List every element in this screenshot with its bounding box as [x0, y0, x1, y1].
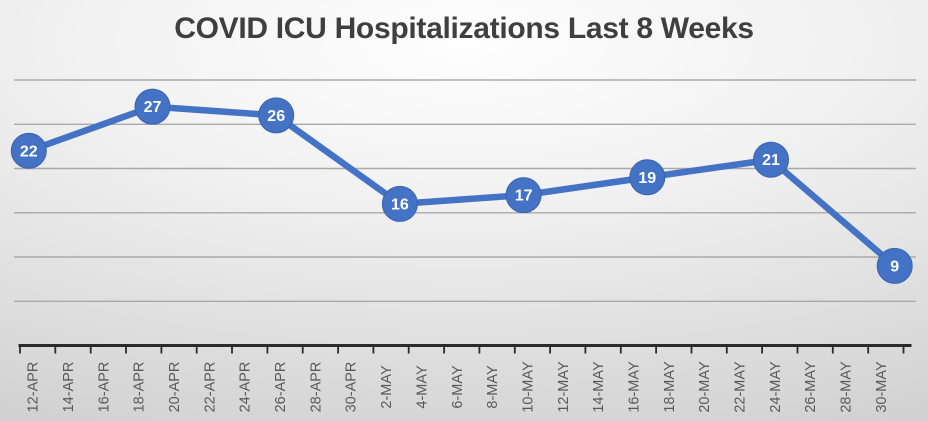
x-axis-tick-label: 4-MAY [414, 365, 430, 409]
x-axis-ticks [19, 346, 905, 354]
data-point-marker[interactable] [258, 97, 295, 134]
data-point-marker[interactable] [753, 141, 789, 178]
chart-title: COVID ICU Hospitalizations Last 8 Weeks [174, 12, 754, 45]
x-axis-tick-label: 14-APR [61, 362, 77, 413]
data-point-label: 22 [20, 143, 38, 160]
x-axis-tick-label: 30-APR [344, 362, 360, 413]
x-axis-tick-label: 8-MAY [485, 365, 501, 409]
x-axis-tick-label: 22-APR [202, 362, 218, 413]
x-axis-tick-label: 26-MAY [803, 361, 819, 413]
data-point-marker[interactable] [10, 132, 47, 169]
x-axis-tick-label: 20-APR [167, 362, 183, 413]
data-point-marker[interactable] [134, 88, 171, 125]
data-point-marker[interactable] [629, 159, 666, 196]
x-axis-tick-label: 24-MAY [768, 361, 784, 413]
data-point-label: 16 [391, 196, 409, 213]
data-point-marker[interactable] [505, 177, 542, 214]
x-axis-labels: 12-APR 14-APR 16-APR 18-APR 20-APR 22-APR 24-A… [26, 361, 890, 413]
x-axis-tick-label: 12-APR [26, 362, 42, 413]
data-point-label: 26 [267, 108, 285, 125]
data-point-marker[interactable] [381, 185, 418, 222]
x-axis-tick-label: 26-APR [273, 362, 289, 413]
x-axis-tick-label: 6-MAY [450, 365, 466, 409]
data-point-marker[interactable] [876, 247, 913, 284]
data-point-label: 9 [890, 258, 899, 275]
x-axis-tick-label: 18-MAY [662, 361, 678, 413]
x-axis-tick-label: 12-MAY [556, 361, 572, 413]
data-point-markers: 22 27 26 16 17 19 21 9 [10, 88, 913, 284]
x-axis-tick-label: 22-MAY [733, 361, 749, 413]
x-axis-tick-label: 28-APR [308, 362, 324, 413]
gridlines [14, 79, 916, 302]
x-axis-tick-label: 30-MAY [874, 361, 890, 413]
x-axis-tick-label: 16-MAY [627, 361, 643, 413]
data-point-label: 17 [515, 188, 533, 205]
x-axis-tick-label: 14-MAY [591, 361, 607, 413]
x-axis-tick-label: 10-MAY [520, 361, 536, 413]
x-axis-tick-label: 24-APR [238, 362, 254, 413]
x-axis-tick-label: 28-MAY [839, 361, 855, 413]
x-axis-tick-label: 2-MAY [379, 365, 395, 409]
data-point-label: 27 [144, 99, 162, 116]
series-line [25, 103, 898, 270]
x-axis-tick-label: 16-APR [96, 362, 112, 413]
x-axis-tick-label: 20-MAY [697, 361, 713, 413]
x-axis-tick-label: 18-APR [132, 362, 148, 413]
series-line-group [25, 103, 898, 270]
data-point-label: 19 [638, 170, 656, 187]
data-point-label: 21 [762, 152, 780, 169]
